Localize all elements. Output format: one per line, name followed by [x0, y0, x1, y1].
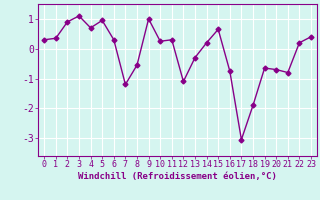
X-axis label: Windchill (Refroidissement éolien,°C): Windchill (Refroidissement éolien,°C)	[78, 172, 277, 181]
